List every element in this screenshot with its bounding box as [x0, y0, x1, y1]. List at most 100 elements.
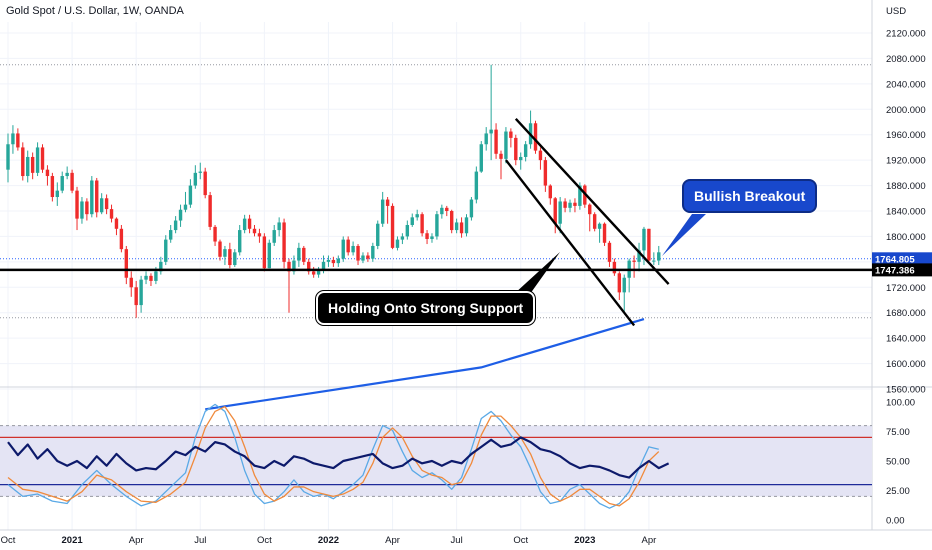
candle-body	[622, 277, 626, 293]
oscillator-pane	[0, 403, 872, 509]
candle-body	[144, 275, 148, 280]
candle-body	[70, 172, 74, 191]
candle-body	[40, 147, 45, 170]
candle	[622, 274, 626, 313]
price-tick-label: 1960.000	[886, 130, 926, 141]
time-tick-label: Apr	[129, 535, 144, 546]
time-tick-label: Jul	[194, 535, 206, 546]
candle-body	[474, 171, 479, 200]
candle	[390, 203, 395, 250]
candle	[454, 218, 459, 234]
candle	[302, 245, 306, 266]
candle	[55, 182, 59, 206]
candle-body	[440, 207, 444, 215]
time-tick-label: Oct	[1, 535, 16, 546]
candle	[420, 212, 424, 237]
candle	[435, 211, 439, 240]
candle	[371, 242, 375, 262]
bullish-callout-pointer	[662, 214, 706, 256]
candle	[292, 255, 296, 275]
candle	[272, 224, 276, 246]
candle	[450, 209, 454, 234]
candle	[543, 156, 548, 192]
candle-body	[75, 190, 79, 219]
candle-body	[282, 222, 286, 262]
candle-body	[129, 277, 133, 288]
candle	[70, 169, 74, 194]
candle-body	[267, 242, 271, 269]
oscillator-tick-label: 25.00	[886, 486, 910, 497]
candle-body	[238, 230, 242, 253]
candle	[632, 255, 636, 278]
candle-body	[607, 242, 612, 262]
time-tick-label: Apr	[642, 535, 657, 546]
candle	[474, 166, 479, 204]
candle-body	[114, 218, 119, 229]
price-axis: USD 1560.000 1600.000 1640.000 1680.000 1720.…	[886, 6, 926, 396]
bullish-breakout-callout[interactable]: Bullish Breakout	[682, 179, 818, 213]
candle	[400, 233, 405, 245]
candle	[376, 220, 380, 250]
candle	[410, 213, 414, 227]
candle-body	[149, 275, 153, 281]
candle-body	[366, 255, 370, 259]
candle	[607, 240, 612, 267]
candle	[523, 141, 528, 162]
candle	[445, 205, 449, 217]
current-price-label: 1764.805	[875, 254, 915, 265]
candle-body	[321, 261, 326, 271]
candle	[50, 172, 55, 202]
candle	[183, 191, 188, 213]
candle-body	[592, 214, 597, 229]
candle-body	[60, 176, 64, 191]
candle-body	[588, 204, 592, 215]
candle-body	[95, 180, 99, 213]
candle-body	[331, 259, 336, 264]
candle-body	[272, 230, 276, 243]
price-tick-label: 1880.000	[886, 181, 926, 192]
candle	[247, 214, 252, 234]
candle-body	[65, 172, 69, 177]
candle-body	[558, 201, 562, 224]
candle-body	[459, 222, 464, 234]
candle	[95, 177, 99, 218]
candle	[563, 198, 567, 213]
candle-body	[400, 236, 405, 240]
candle	[385, 197, 390, 224]
price-tick-label: 1680.000	[886, 308, 926, 319]
price-tick-label: 1560.000	[886, 385, 926, 396]
candle	[509, 128, 513, 148]
candle-body	[430, 236, 434, 239]
candle	[257, 228, 262, 243]
candle-body	[26, 156, 30, 177]
candle-body	[277, 222, 281, 231]
candle	[573, 198, 577, 213]
candle	[114, 217, 119, 236]
candle	[489, 64, 493, 161]
candle-body	[499, 153, 503, 159]
candle	[119, 224, 124, 253]
candle	[479, 141, 483, 173]
candle-body	[597, 223, 602, 229]
candle-body	[548, 185, 552, 199]
candle	[519, 152, 523, 170]
currency-label: USD	[886, 6, 906, 17]
candle-body	[183, 204, 188, 210]
candle-body	[297, 247, 301, 261]
candle	[425, 230, 429, 245]
candle	[617, 271, 622, 300]
support-callout[interactable]: Holding Onto Strong Support	[314, 290, 537, 326]
candle	[558, 197, 562, 234]
price-tick-label: 1640.000	[886, 334, 926, 345]
candle-body	[376, 223, 380, 246]
candle	[21, 142, 25, 181]
candle	[469, 197, 474, 221]
price-tick-label: 1800.000	[886, 232, 926, 243]
candle	[164, 235, 168, 266]
candle	[203, 167, 207, 199]
candle-body	[119, 228, 124, 250]
candle-body	[80, 201, 84, 219]
candle	[341, 236, 345, 262]
